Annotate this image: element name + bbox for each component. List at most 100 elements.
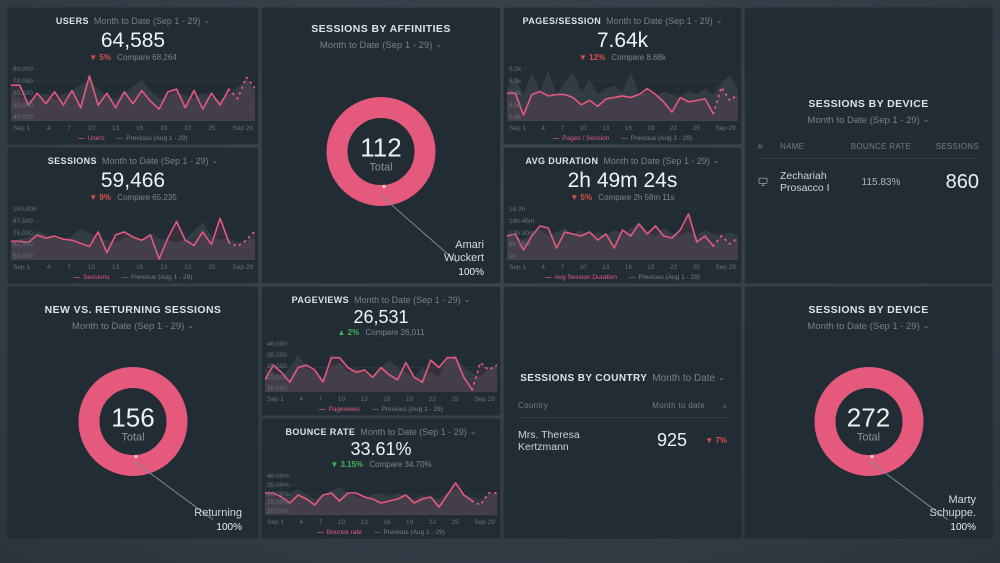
- chevron-down-icon: ⌄: [463, 295, 471, 304]
- date-range-dropdown[interactable]: Month to Date (Sep 1 - 29) ⌄: [93, 16, 211, 26]
- device-table: # NAME BOUNCE RATE SESSIONS Zechariah Pr…: [758, 142, 979, 194]
- col-country: Country: [518, 400, 549, 410]
- sessions-panel: SESSIONS Month to Date (Sep 1 - 29) ⌄ 59,4…: [8, 148, 258, 283]
- panel-title: NEW VS. RETURNING SESSIONS: [44, 304, 222, 316]
- delta-badge: ▼ 3.15%: [330, 460, 364, 469]
- slice-label: Marty Schuppe. 100%: [906, 494, 976, 534]
- country-table: Country Month to date ▵ Mrs. Theresa Ker…: [518, 401, 727, 453]
- date-range-dropdown[interactable]: Month to Date (Sep 1 - 29) ⌄: [360, 427, 477, 437]
- sessions-by-affinities-donut: 112 Total Amari Wuckert 100%: [262, 53, 500, 283]
- col-index: #: [758, 142, 763, 151]
- sessions-line-chart: 100,000 87,500 75,000 62,500 50,000 Sep 1 4 7 10…: [11, 206, 255, 281]
- donut-total: 112 Total: [360, 132, 402, 174]
- table-header: # NAME BOUNCE RATE SESSIONS: [758, 142, 979, 159]
- panel-title: SESSIONS BY DEVICE: [808, 98, 929, 110]
- legend-item[interactable]: — Bounce rate: [317, 529, 362, 536]
- plot-area: [265, 343, 497, 392]
- panel-title: USERS: [55, 16, 89, 26]
- donut-total: 272 Total: [847, 404, 890, 444]
- legend-swatch: —: [628, 274, 636, 281]
- legend-item[interactable]: — Previous (Aug 1 - 29): [373, 529, 445, 536]
- slice-name: Amari Wuckert: [443, 239, 484, 264]
- delta-badge: ▲ 2%: [337, 328, 360, 337]
- row-delta: ▼ 7%: [705, 436, 727, 445]
- legend-item[interactable]: — Pageviews: [319, 406, 360, 413]
- panel-title: SESSIONS BY DEVICE: [808, 304, 929, 316]
- delta-badge: ▼ 9%: [89, 193, 111, 202]
- chevron-down-icon: ⌄: [715, 16, 723, 25]
- column-2-bottom: PAGEVIEWS Month to Date (Sep 1 - 29) ⌄ 26,…: [262, 287, 500, 538]
- avg-duration-line-chart: 1d 2h 18h 45m 12h 30m 6h 15m 0s Sep 1 4 7 10 13 16…: [507, 206, 738, 281]
- legend-item[interactable]: — Previous (Aug 1 - 29): [628, 274, 700, 281]
- chevron-down-icon: ⌄: [187, 321, 195, 330]
- legend-item[interactable]: — Users: [78, 135, 105, 142]
- x-axis-labels: Sep 1 4 7 10 13 16 19 22 25 Sep 29: [267, 519, 495, 526]
- table-row[interactable]: Zechariah Prosacco I 115.83% 860: [758, 159, 979, 194]
- sessions-by-device-donut-panel: SESSIONS BY DEVICE Month to Date (Sep 1 …: [745, 287, 992, 538]
- device-icon: [758, 177, 768, 186]
- legend-item[interactable]: — Avg Session Duration: [545, 274, 617, 281]
- donut-total-value: 156: [111, 402, 155, 433]
- metric-value: 2h 49m 24s: [567, 169, 678, 192]
- legend-item[interactable]: — Previous (Aug 1 - 29): [116, 135, 188, 142]
- compare-value: Compare 26,011: [365, 328, 425, 337]
- date-range-dropdown[interactable]: Month to Date ⌄: [652, 372, 725, 384]
- legend-item[interactable]: — Sessions: [73, 274, 110, 281]
- legend-swatch: —: [545, 274, 552, 281]
- compare-value: Compare 68,264: [117, 53, 177, 62]
- row-bounce-rate: 115.83%: [861, 176, 901, 188]
- donut-total-value: 112: [360, 132, 402, 163]
- legend-item[interactable]: — Previous (Aug 1 - 29): [372, 406, 443, 413]
- col-name: NAME: [780, 142, 805, 151]
- date-range-dropdown[interactable]: Month to Date (Sep 1 - 29) ⌄: [262, 38, 500, 53]
- legend-item[interactable]: — Previous (Aug 1 - 29): [121, 274, 193, 281]
- pages-session-panel: PAGES/SESSION Month to Date (Sep 1 - 29) ⌄…: [504, 8, 741, 144]
- sessions-by-affinities-panel: SESSIONS BY AFFINITIES Month to Date (Se…: [262, 8, 500, 283]
- legend-swatch: —: [78, 135, 85, 142]
- legend-swatch: —: [116, 135, 124, 142]
- date-range-dropdown[interactable]: Month to Date (Sep 1 - 29) ⌄: [101, 156, 219, 166]
- date-range-dropdown[interactable]: Month to Date (Sep 1 - 29) ⌄: [8, 319, 258, 334]
- date-range-dropdown[interactable]: Month to Date (Sep 1 - 29) ⌄: [745, 113, 992, 128]
- date-range-dropdown[interactable]: Month to Date (Sep 1 - 29) ⌄: [603, 156, 720, 166]
- compare-value: Compare 65,235: [117, 193, 177, 202]
- legend-item[interactable]: — Previous (Aug 1 - 29): [621, 135, 693, 142]
- x-axis-labels: Sep 1 4 7 10 13 16 19 22 25 Sep 29: [509, 264, 736, 271]
- slice-label: Amari Wuckert 100%: [414, 239, 484, 279]
- sessions-by-device-table-panel: SESSIONS BY DEVICE Month to Date (Sep 1 …: [745, 8, 992, 283]
- chevron-down-icon: ⌄: [718, 372, 725, 382]
- date-range-dropdown[interactable]: Month to Date (Sep 1 - 29) ⌄: [606, 16, 723, 26]
- donut-total-label: Total: [856, 431, 881, 444]
- delta-badge: ▼ 5%: [89, 53, 111, 62]
- x-axis-labels: Sep 1 4 7 10 13 16 19 22 25 Sep 29: [267, 396, 495, 403]
- legend-item[interactable]: — Pages / Session: [552, 135, 610, 142]
- metric-value: 64,585: [100, 29, 166, 52]
- chevron-down-icon: ⌄: [203, 16, 211, 25]
- x-axis-labels: Sep 1 4 7 10 13 16 19 22 25 Sep 29: [13, 125, 253, 132]
- chevron-down-icon: ⌄: [712, 156, 720, 165]
- pageviews-panel: PAGEVIEWS Month to Date (Sep 1 - 29) ⌄ 26,…: [262, 287, 500, 415]
- chart-legend: — Pages / Session — Previous (Aug 1 - 29): [507, 135, 738, 142]
- chart-legend: — Bounce rate — Previous (Aug 1 - 29): [265, 529, 497, 536]
- sessions-by-device-donut: 272 Total Marty Schuppe. 100%: [745, 334, 992, 538]
- metric-value: 59,466: [100, 169, 166, 192]
- legend-swatch: —: [552, 135, 560, 142]
- row-sessions: 860: [945, 170, 979, 193]
- panel-title: AVG DURATION: [525, 156, 599, 166]
- table-row[interactable]: Mrs. Theresa Kertzmann 925 ▼ 7%: [518, 418, 727, 453]
- avg-duration-panel: AVG DURATION Month to Date (Sep 1 - 29) ⌄ …: [504, 148, 741, 283]
- slice-name: Marty Schuppe.: [929, 494, 976, 519]
- bounce-rate-line-chart: 40.00% 35.00% 30.00% 25.00% 20.00% Sep 1 4 7 10 1…: [265, 473, 497, 536]
- date-range-dropdown[interactable]: Month to Date (Sep 1 - 29) ⌄: [745, 319, 992, 334]
- plot-area: [507, 208, 738, 260]
- chevron-down-icon: ⌄: [922, 321, 930, 330]
- date-range-dropdown[interactable]: Month to Date (Sep 1 - 29) ⌄: [354, 295, 471, 305]
- donut-total-label: Total: [369, 161, 393, 174]
- panel-title: SESSIONS: [47, 156, 97, 166]
- sessions-by-country-panel: SESSIONS BY COUNTRY Month to Date ⌄ Countr…: [504, 287, 741, 538]
- panel-title: SESSIONS BY AFFINITIES: [311, 23, 451, 35]
- compare-value: Compare 2h 58m 11s: [598, 193, 675, 202]
- sort-icon[interactable]: ▵: [722, 400, 727, 410]
- metric-value: 33.61%: [350, 439, 412, 459]
